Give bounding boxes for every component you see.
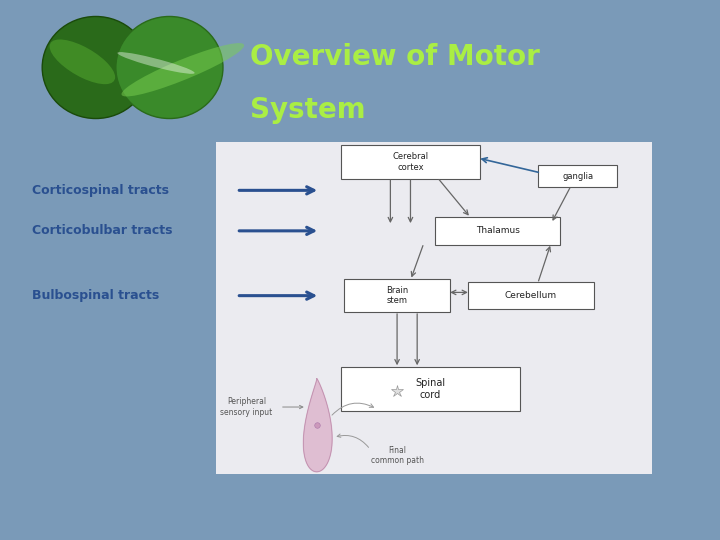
Ellipse shape — [42, 16, 149, 119]
Text: Corticospinal tracts: Corticospinal tracts — [32, 184, 169, 197]
FancyBboxPatch shape — [344, 279, 450, 313]
Text: Peripheral
sensory input: Peripheral sensory input — [220, 397, 273, 417]
FancyBboxPatch shape — [216, 142, 652, 474]
Text: ganglia: ganglia — [562, 172, 593, 181]
Text: Brain
stem: Brain stem — [386, 286, 408, 305]
FancyBboxPatch shape — [539, 165, 617, 187]
Text: Spinal
cord: Spinal cord — [415, 378, 446, 400]
Ellipse shape — [116, 16, 223, 119]
Ellipse shape — [50, 39, 115, 84]
Text: System: System — [250, 96, 365, 124]
FancyBboxPatch shape — [341, 367, 521, 410]
FancyBboxPatch shape — [468, 282, 594, 309]
Text: Overview of Motor: Overview of Motor — [250, 43, 540, 71]
Text: Thalamus: Thalamus — [476, 226, 519, 235]
Text: Corticobulbar tracts: Corticobulbar tracts — [32, 224, 173, 238]
Ellipse shape — [122, 43, 244, 97]
Ellipse shape — [117, 52, 194, 74]
Text: Cerebral
cortex: Cerebral cortex — [392, 152, 428, 172]
Text: Final
common path: Final common path — [371, 446, 423, 465]
FancyBboxPatch shape — [341, 145, 480, 179]
Text: Bulbospinal tracts: Bulbospinal tracts — [32, 289, 159, 302]
Polygon shape — [303, 379, 332, 472]
FancyBboxPatch shape — [435, 217, 560, 245]
Text: Cerebellum: Cerebellum — [505, 291, 557, 300]
